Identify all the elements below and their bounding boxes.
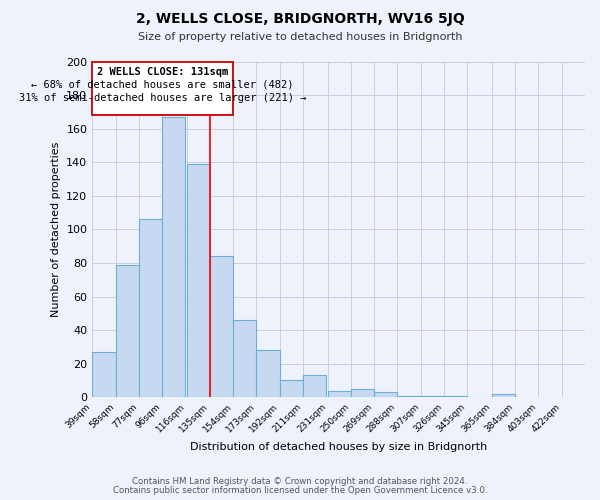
Text: Size of property relative to detached houses in Bridgnorth: Size of property relative to detached ho… <box>138 32 462 42</box>
Bar <box>233 320 256 397</box>
Bar <box>397 396 421 397</box>
Bar <box>139 220 162 397</box>
Text: 31% of semi-detached houses are larger (221) →: 31% of semi-detached houses are larger (… <box>19 92 307 102</box>
Text: Contains public sector information licensed under the Open Government Licence v3: Contains public sector information licen… <box>113 486 487 495</box>
Bar <box>444 396 467 397</box>
Bar <box>374 392 397 397</box>
Text: Contains HM Land Registry data © Crown copyright and database right 2024.: Contains HM Land Registry data © Crown c… <box>132 477 468 486</box>
FancyBboxPatch shape <box>92 62 233 115</box>
Bar <box>280 380 303 397</box>
Y-axis label: Number of detached properties: Number of detached properties <box>50 142 61 317</box>
Text: 2 WELLS CLOSE: 131sqm: 2 WELLS CLOSE: 131sqm <box>97 68 229 78</box>
Bar <box>210 256 233 397</box>
Bar <box>256 350 280 397</box>
Bar <box>162 117 185 397</box>
Bar <box>116 264 139 397</box>
X-axis label: Distribution of detached houses by size in Bridgnorth: Distribution of detached houses by size … <box>190 442 487 452</box>
Bar <box>351 389 374 397</box>
Bar <box>303 376 326 397</box>
Bar <box>421 396 444 397</box>
Bar <box>492 394 515 397</box>
Text: ← 68% of detached houses are smaller (482): ← 68% of detached houses are smaller (48… <box>31 80 294 90</box>
Bar <box>328 390 351 397</box>
Text: 2, WELLS CLOSE, BRIDGNORTH, WV16 5JQ: 2, WELLS CLOSE, BRIDGNORTH, WV16 5JQ <box>136 12 464 26</box>
Bar <box>92 352 116 397</box>
Bar <box>187 164 210 397</box>
